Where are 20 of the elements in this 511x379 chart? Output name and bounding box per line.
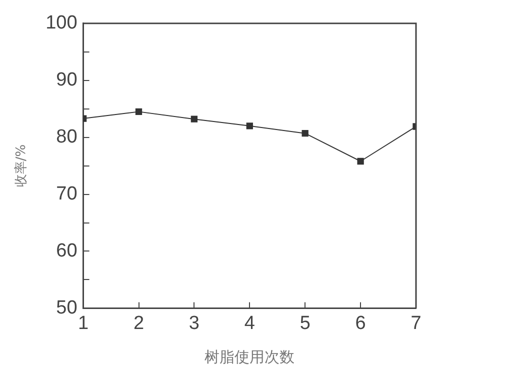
- x-tick-label: 6: [355, 312, 366, 334]
- point: [246, 122, 253, 130]
- y-tick-label: 80: [56, 126, 78, 148]
- x-tick-label: 2: [133, 312, 144, 334]
- y-tick-label: 50: [56, 297, 78, 318]
- point: [357, 158, 364, 165]
- y-tick-label: 70: [56, 184, 78, 205]
- x-tick-label: 1: [78, 312, 89, 334]
- y-tick-label: 100: [46, 12, 78, 34]
- y-tick-label: 60: [56, 240, 78, 262]
- y-axis-title: 收率/%: [13, 144, 30, 188]
- point: [135, 108, 142, 116]
- y-tick-label: 90: [56, 70, 78, 91]
- x-tick-label: 7: [410, 312, 422, 334]
- point: [302, 130, 308, 137]
- x-axis-title: 树脂使用次数: [204, 348, 295, 366]
- x-tick-label: 4: [244, 312, 256, 334]
- point: [190, 116, 198, 122]
- x-tick-label: 3: [188, 312, 200, 334]
- x-tick-label: 5: [300, 312, 310, 334]
